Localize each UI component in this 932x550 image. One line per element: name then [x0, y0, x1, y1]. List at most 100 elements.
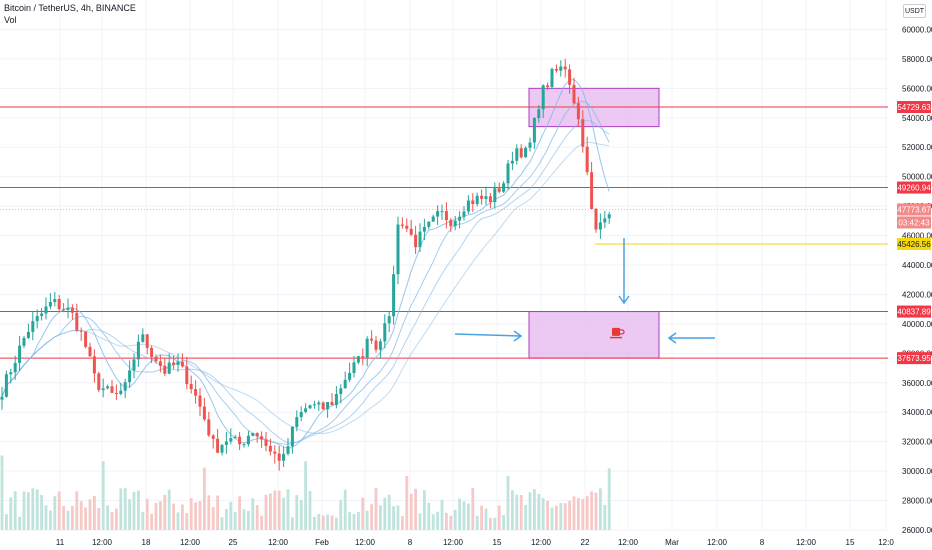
volume-bar — [27, 492, 30, 530]
candle — [26, 331, 30, 338]
candle — [466, 200, 470, 212]
volume-bar — [594, 492, 598, 530]
candle — [62, 309, 66, 311]
candle — [198, 395, 202, 407]
x-tick-label: 18 — [142, 538, 151, 547]
candle — [365, 338, 369, 358]
volume-bar — [150, 513, 153, 530]
candle — [462, 211, 466, 217]
volume-bar — [528, 492, 532, 530]
volume-bar — [502, 515, 505, 530]
volume-bar — [185, 513, 189, 530]
candle — [57, 299, 61, 310]
volume-bar — [590, 491, 593, 530]
candle — [106, 386, 110, 389]
volume-bar — [299, 499, 303, 530]
yellow-level-badge-text: 45426.56 — [897, 240, 931, 249]
volume-bar — [282, 497, 285, 530]
volume-bar — [167, 489, 171, 530]
candle — [541, 85, 545, 110]
volume-bar — [295, 495, 299, 530]
volume-bar — [115, 508, 118, 530]
annotation-arrows — [454, 238, 715, 344]
volume-bar — [506, 475, 510, 530]
volume-bar — [484, 508, 488, 530]
countdown-badge-bg — [897, 216, 931, 229]
y-tick-label: 46000.00 — [902, 232, 932, 241]
candle — [172, 362, 176, 366]
candle — [238, 436, 242, 445]
y-tick-label: 54000.00 — [902, 114, 932, 123]
candle — [242, 444, 246, 446]
price-axis: 60000.00 58000.00 56000.00 54000.00 52000.00… — [902, 25, 932, 535]
candle — [13, 362, 17, 373]
currency-badge[interactable]: USDT — [903, 4, 926, 18]
candle — [568, 69, 572, 85]
x-tick-label: Feb — [315, 538, 329, 547]
candle — [537, 109, 541, 119]
volume-bar — [568, 500, 571, 530]
candle — [502, 183, 506, 192]
volume-bar — [13, 491, 17, 530]
candle — [295, 417, 299, 427]
volume-bar — [97, 507, 101, 530]
volume-bar — [321, 515, 325, 530]
volume-bar — [106, 505, 109, 530]
candle — [290, 426, 294, 447]
volume-bar — [396, 505, 400, 530]
candle — [97, 373, 101, 391]
volume-bar — [348, 512, 351, 530]
volume-bar — [546, 500, 549, 530]
y-tick-label: 26000.00 — [902, 526, 932, 535]
y-tick-label: 42000.00 — [902, 290, 932, 299]
candle — [79, 330, 83, 332]
candle — [233, 436, 237, 439]
volume-bar — [57, 491, 61, 530]
volume-bar — [163, 494, 167, 530]
volume-bar — [189, 498, 193, 530]
candle — [348, 372, 352, 380]
candle — [559, 66, 563, 71]
volume-bar — [489, 517, 492, 530]
candle — [92, 356, 96, 374]
volume-bar — [22, 491, 26, 530]
volume-bar — [220, 517, 224, 530]
coffee-cup-body — [612, 327, 620, 336]
candle — [189, 384, 193, 390]
volume-bar — [414, 488, 417, 530]
x-tick-label: 22 — [581, 538, 590, 547]
candle — [167, 362, 171, 374]
volume-bar — [145, 498, 149, 530]
x-tick-label: 12:00 — [618, 538, 639, 547]
volume-bar — [5, 514, 8, 530]
volume-bar — [49, 510, 52, 530]
volume-bar — [101, 461, 105, 530]
volume-bar — [585, 496, 589, 530]
volume-bar — [431, 514, 435, 530]
volume-bar — [493, 517, 497, 530]
candle — [546, 85, 550, 88]
level-badge-bg — [897, 352, 931, 365]
volume-bar — [31, 488, 35, 530]
volume-bar — [401, 516, 404, 530]
volume-bar — [559, 503, 563, 530]
candle — [308, 405, 312, 409]
candle — [431, 216, 435, 222]
y-tick-label: 36000.00 — [902, 379, 932, 388]
candle — [224, 441, 228, 445]
candle — [114, 392, 118, 394]
volume-bar — [405, 476, 409, 530]
candle — [75, 312, 79, 331]
volume-bar — [255, 505, 259, 530]
volume-bar — [198, 501, 202, 530]
volume-bar — [238, 496, 241, 530]
candle — [383, 323, 387, 342]
candle — [163, 365, 167, 374]
volume-bar — [84, 507, 87, 530]
candle — [84, 331, 88, 347]
x-tick-label: 12:00 — [707, 538, 728, 547]
volume-bars — [0, 455, 611, 530]
moving-averages — [1, 78, 610, 450]
candle — [180, 361, 184, 367]
